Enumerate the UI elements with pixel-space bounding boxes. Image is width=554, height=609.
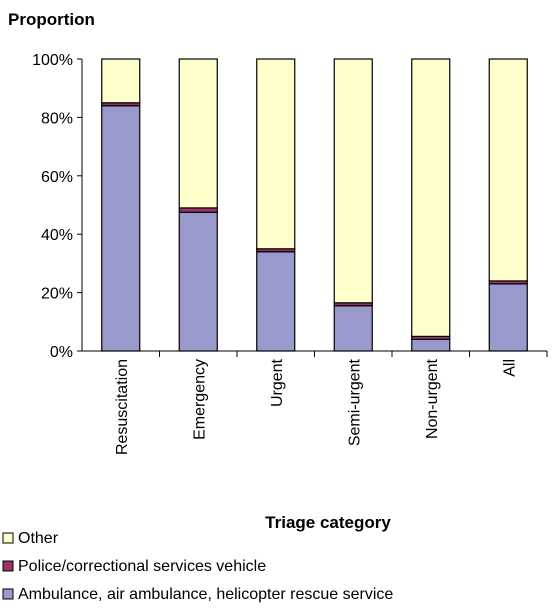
bar-segment <box>101 105 141 352</box>
category-label: Emergency <box>191 359 208 440</box>
legend-label: Police/correctional services vehicle <box>18 558 266 575</box>
category-label: Non-urgent <box>424 358 441 439</box>
x-axis-title: Triage category <box>265 513 391 532</box>
legend-swatch <box>2 532 14 544</box>
bar-segment <box>333 305 373 352</box>
y-axis-title: Proportion <box>8 10 95 29</box>
bar-segment <box>488 283 528 352</box>
y-tick-label: 40% <box>41 227 73 244</box>
bar-segment <box>101 58 141 104</box>
bar-segment <box>178 58 218 209</box>
category-label: Resuscitation <box>114 359 131 455</box>
legend-swatch <box>2 560 14 572</box>
bar-segment <box>178 211 218 352</box>
category-label: Semi-urgent <box>346 358 363 446</box>
bar-segment <box>411 338 451 352</box>
y-tick-label: 20% <box>41 286 73 303</box>
bar-segment <box>256 251 296 352</box>
legend-label: Other <box>18 530 59 547</box>
category-label: All <box>501 359 518 377</box>
y-tick-label: 80% <box>41 110 73 127</box>
y-tick-label: 0% <box>50 344 73 361</box>
y-axis: 0% 20% 40% 60% 80% 100% <box>32 52 82 361</box>
x-axis-categories: Resuscitation Emergency Urgent Semi-urgent N… <box>114 351 548 455</box>
y-tick-label: 100% <box>32 52 73 69</box>
legend-swatch <box>2 588 14 600</box>
y-tick-label: 60% <box>41 169 73 186</box>
bar-segment <box>333 58 373 304</box>
bar-segment <box>256 58 296 250</box>
bar-segment <box>178 207 218 213</box>
bar-segment <box>488 58 528 282</box>
legend-label: Ambulance, air ambulance, helicopter res… <box>18 586 393 603</box>
bar-segment <box>411 58 451 337</box>
category-label: Urgent <box>269 358 286 407</box>
legend: Other Police/correctional services vehicl… <box>2 530 393 603</box>
bars <box>101 58 528 352</box>
